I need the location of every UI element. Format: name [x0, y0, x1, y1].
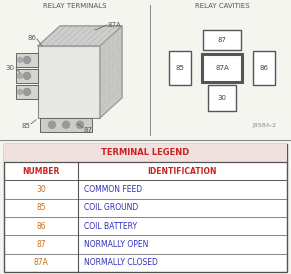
Bar: [202, 54, 242, 82]
Bar: [16, 69, 38, 83]
Text: 87A: 87A: [108, 22, 122, 28]
Text: 85: 85: [175, 65, 184, 71]
Polygon shape: [100, 26, 122, 118]
Bar: [16, 53, 38, 67]
Text: 87A: 87A: [215, 65, 229, 71]
Circle shape: [17, 57, 22, 62]
Bar: [169, 51, 191, 85]
Circle shape: [24, 88, 31, 95]
Polygon shape: [38, 26, 122, 46]
Text: 85: 85: [36, 203, 46, 212]
Circle shape: [24, 72, 31, 79]
Circle shape: [63, 121, 70, 128]
Text: TERMINAL LEGEND: TERMINAL LEGEND: [101, 149, 190, 157]
Bar: [16, 85, 38, 99]
Text: NORMALLY OPEN: NORMALLY OPEN: [84, 240, 148, 249]
Text: RELAY TERMINALS: RELAY TERMINALS: [43, 3, 107, 9]
Text: NORMALLY CLOSED: NORMALLY CLOSED: [84, 258, 158, 267]
Text: 30: 30: [36, 185, 46, 194]
Circle shape: [77, 121, 84, 128]
Text: 86: 86: [36, 222, 46, 231]
Text: COMMON FEED: COMMON FEED: [84, 185, 142, 194]
Bar: [38, 46, 100, 118]
Circle shape: [49, 121, 56, 128]
Text: 87: 87: [36, 240, 46, 249]
Text: 86: 86: [260, 65, 269, 71]
Text: 87: 87: [217, 37, 226, 43]
Text: IDENTIFICATION: IDENTIFICATION: [148, 167, 217, 176]
Text: 86: 86: [28, 35, 37, 41]
Text: NUMBER: NUMBER: [22, 167, 60, 176]
Bar: [40, 118, 92, 132]
Bar: [253, 51, 275, 85]
Bar: [208, 85, 236, 111]
Circle shape: [17, 89, 22, 94]
Text: COIL BATTERY: COIL BATTERY: [84, 222, 137, 231]
Bar: [4, 144, 287, 162]
Circle shape: [24, 56, 31, 63]
Text: COIL GROUND: COIL GROUND: [84, 203, 138, 212]
Text: J958A-2: J958A-2: [252, 123, 276, 128]
Circle shape: [17, 73, 22, 78]
Text: 87A: 87A: [33, 258, 48, 267]
Text: 85: 85: [22, 123, 31, 129]
Text: 30: 30: [5, 65, 14, 71]
Text: 87: 87: [83, 127, 92, 133]
Text: 30: 30: [217, 95, 226, 101]
Bar: [203, 30, 241, 50]
Text: RELAY CAVITIES: RELAY CAVITIES: [195, 3, 249, 9]
